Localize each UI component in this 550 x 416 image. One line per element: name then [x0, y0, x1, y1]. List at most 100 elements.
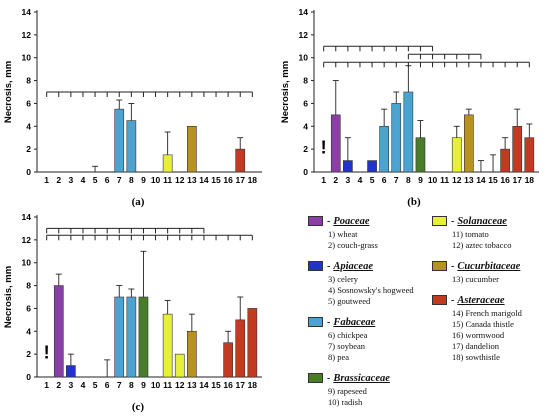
legend-header: - Apiaceae — [308, 260, 426, 272]
x-tick-label: 16 — [223, 175, 233, 185]
legend-item: 4) Sosnowsky's hogweed — [328, 285, 414, 295]
x-tick-label: 3 — [69, 175, 74, 185]
bar — [367, 160, 377, 173]
legend-header: - Asteraceae — [432, 294, 550, 306]
legend-item: 18) sowthistle — [452, 352, 500, 362]
legend-dash: - — [451, 260, 455, 272]
x-tick-label: 5 — [93, 175, 98, 185]
y-tick-label: 6 — [26, 98, 31, 108]
bar — [464, 114, 474, 173]
legend-item: 17) dandelion — [452, 341, 499, 351]
bar — [126, 120, 137, 173]
legend-swatch — [308, 216, 323, 226]
x-tick-label: 12 — [175, 175, 185, 185]
bar — [247, 308, 258, 378]
x-tick-label: 16 — [223, 380, 233, 390]
bar — [187, 125, 197, 173]
legend-header: - Cucurbitaceae — [432, 260, 550, 272]
bar — [235, 319, 246, 378]
legend-group-brassicaceae: - Brassicaceae 9) rapeseed 10) radish — [308, 372, 426, 408]
legend-swatch — [308, 317, 323, 327]
legend-header: - Poaceae — [308, 215, 426, 227]
legend-group-solanaceae: - Solanaceae 11) tomato 12) aztec tobacco — [432, 215, 550, 251]
legend-group-cucurbitaceae: - Cucurbitaceae 13) cucumber — [432, 260, 550, 285]
y-tick-label: 12 — [299, 30, 309, 40]
x-tick-label: 10 — [151, 380, 161, 390]
legend-item: 13) cucumber — [452, 274, 499, 284]
legend-item: 11) tomato — [452, 229, 489, 239]
legend-group-asteraceae: - Asteraceae 14) French marigold 15) Canada… — [432, 294, 550, 363]
bar — [126, 296, 137, 378]
y-tick-label: 4 — [26, 326, 31, 336]
legend-header: - Brassicaceae — [308, 372, 426, 384]
bar — [114, 108, 125, 173]
x-tick-label: 12 — [175, 380, 185, 390]
legend-item: 15) Canada thistle — [452, 319, 514, 329]
legend-item: 10) radish — [328, 397, 363, 407]
x-tick-label: 11 — [440, 175, 449, 185]
x-tick-label: 3 — [69, 380, 74, 390]
x-tick-label: 17 — [512, 175, 522, 185]
panel-label: (b) — [407, 196, 421, 208]
y-tick-label: 10 — [299, 53, 309, 63]
x-tick-label: 2 — [56, 175, 61, 185]
legend-family-name: Poaceae — [333, 215, 370, 227]
x-tick-label: 12 — [452, 175, 462, 185]
legend: - Poaceae 1) wheat 2) couch-grass - Apiaceae 3… — [308, 215, 550, 415]
x-tick-label: 9 — [418, 175, 423, 185]
legend-item: 8) pea — [328, 352, 350, 362]
legend-dash: - — [327, 215, 331, 227]
legend-family-name: Fabaceae — [333, 316, 376, 328]
x-tick-label: 14 — [476, 175, 486, 185]
y-tick-label: 14 — [299, 7, 309, 17]
x-tick-label: 8 — [406, 175, 411, 185]
bar — [415, 137, 426, 173]
legend-item: 16) wormwood — [452, 330, 505, 340]
x-tick-label: 4 — [81, 380, 86, 390]
legend-dash: - — [451, 294, 455, 306]
bar — [500, 148, 510, 173]
y-tick-label: 4 — [303, 121, 308, 131]
y-tick-label: 8 — [303, 76, 308, 86]
x-tick-label: 15 — [211, 380, 221, 390]
x-tick-label: 17 — [235, 380, 245, 390]
bar — [223, 342, 233, 378]
y-tick-label: 2 — [26, 144, 31, 154]
y-tick-label: 10 — [22, 53, 32, 63]
panel-label: (a) — [132, 196, 145, 208]
bar — [162, 154, 173, 173]
panel-label: (c) — [132, 401, 145, 413]
y-tick-label: 8 — [26, 281, 31, 291]
x-tick-label: 4 — [81, 175, 86, 185]
x-tick-label: 18 — [248, 175, 258, 185]
y-axis-label: Necrosis, mm — [280, 61, 291, 123]
x-tick-label: 8 — [129, 175, 134, 185]
y-tick-label: 10 — [22, 258, 32, 268]
legend-family-name: Cucurbitaceae — [457, 260, 521, 272]
legend-item: 2) couch-grass — [328, 240, 378, 250]
x-tick-label: 16 — [500, 175, 510, 185]
legend-dash: - — [451, 215, 455, 227]
legend-group-fabaceae: - Fabaceae 6) chickpea 7) soybean 8) pea — [308, 316, 426, 363]
y-axis-label: Necrosis, mm — [3, 266, 14, 328]
bar — [343, 160, 353, 173]
x-tick-label: 7 — [394, 175, 399, 185]
bar — [235, 148, 246, 173]
x-tick-label: 13 — [187, 175, 197, 185]
legend-family-name: Asteraceae — [457, 294, 505, 306]
bar — [66, 365, 76, 378]
x-tick-label: 10 — [428, 175, 438, 185]
y-tick-label: 0 — [26, 167, 31, 177]
x-tick-label: 7 — [117, 380, 122, 390]
bar — [114, 296, 125, 378]
x-tick-label: 4 — [358, 175, 363, 185]
x-tick-label: 3 — [346, 175, 351, 185]
x-tick-label: 11 — [163, 380, 172, 390]
y-tick-label: 12 — [22, 235, 32, 245]
x-tick-label: 5 — [370, 175, 375, 185]
legend-header: - Fabaceae — [308, 316, 426, 328]
x-tick-label: 1 — [321, 175, 326, 185]
x-tick-label: 5 — [93, 380, 98, 390]
